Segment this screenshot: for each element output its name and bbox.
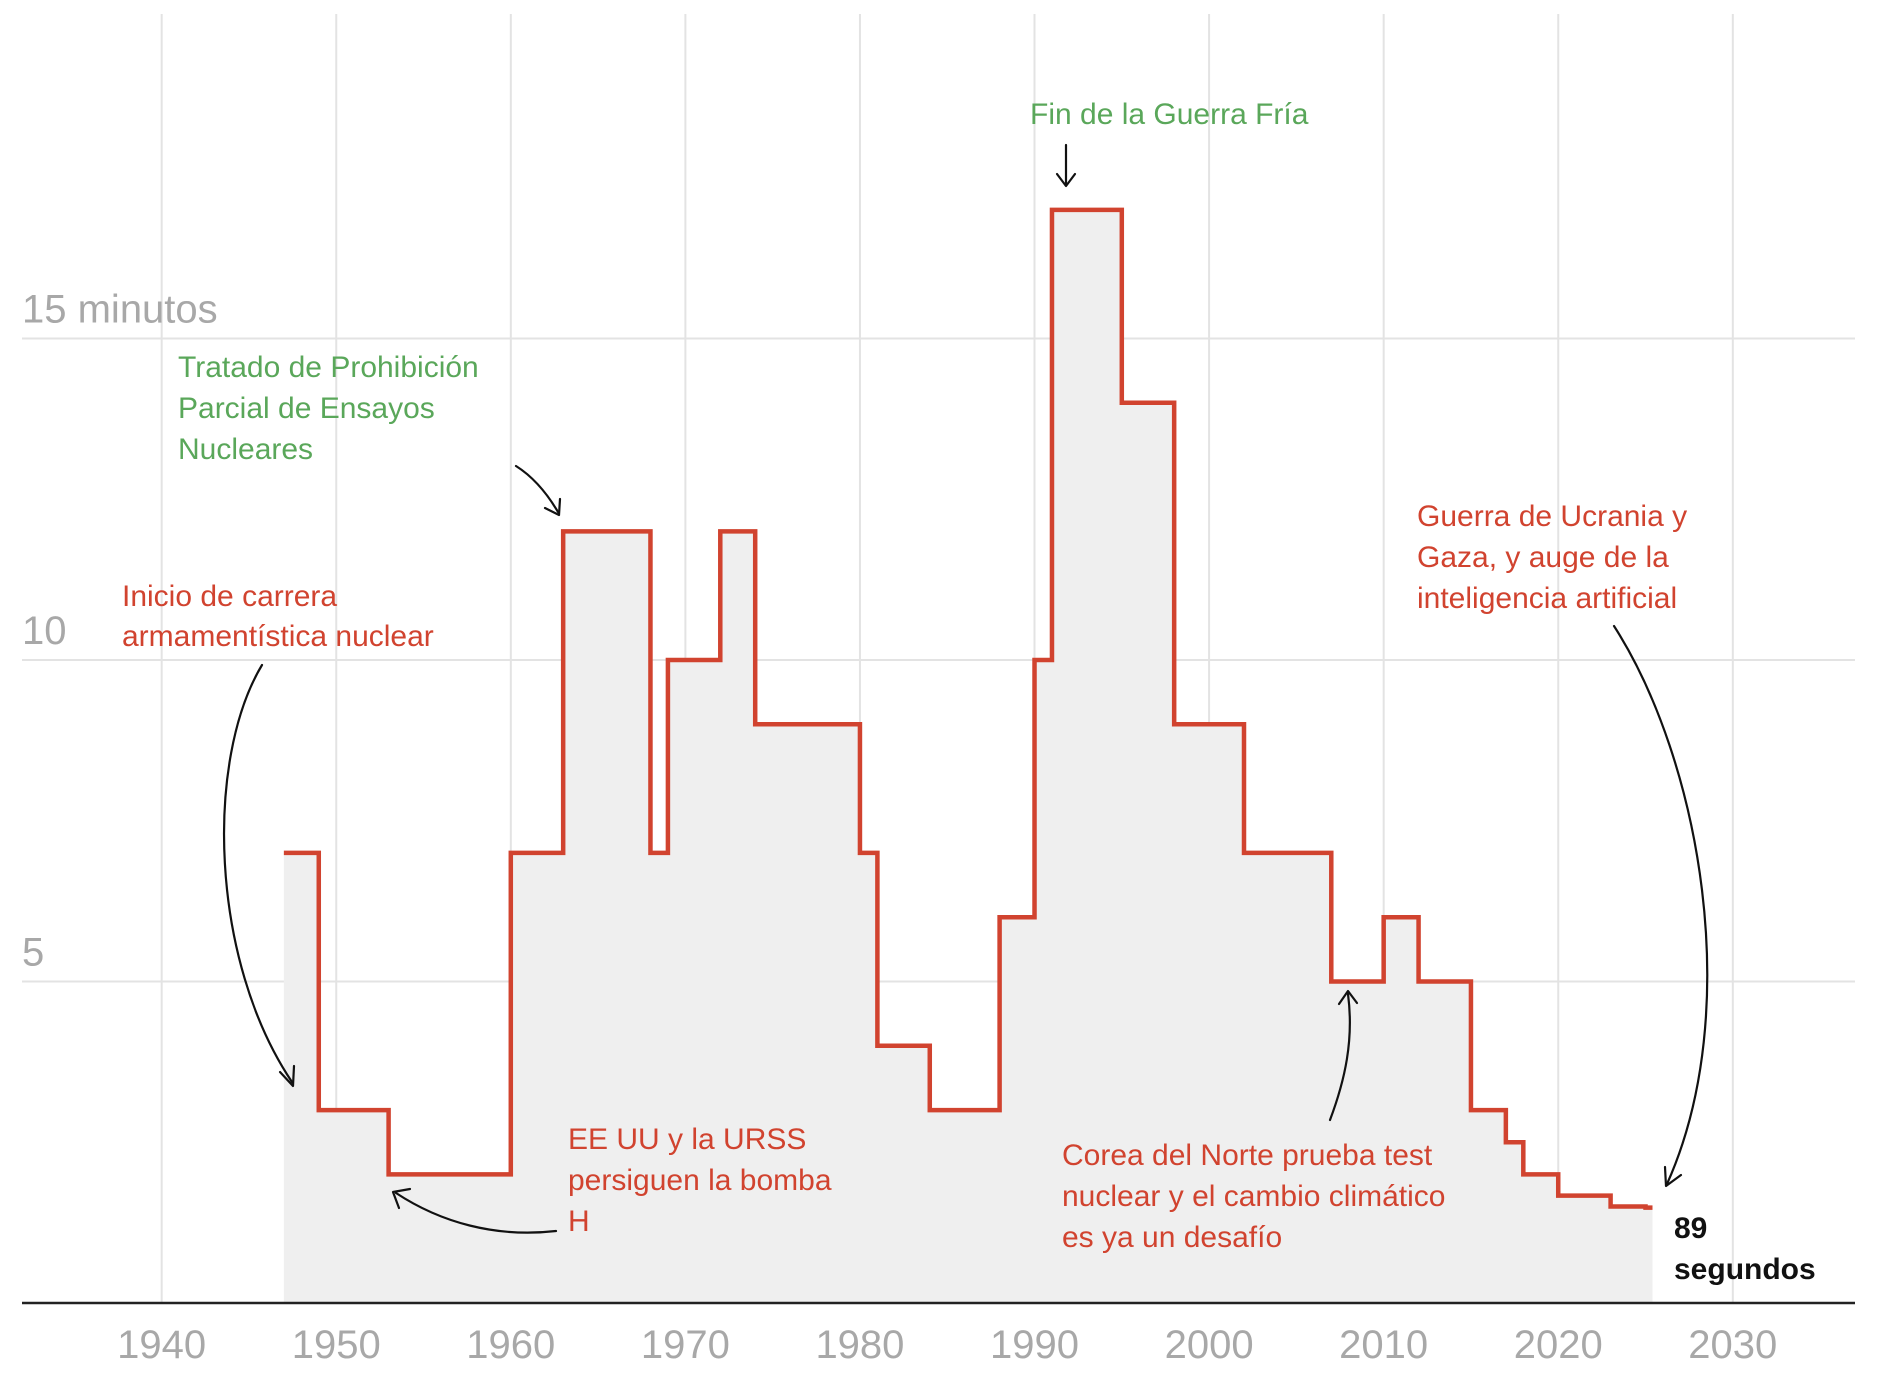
arrowhead-guerra-fria	[1055, 172, 1077, 188]
annotation-line: es ya un desafío	[1062, 1221, 1282, 1254]
area-fill	[283, 209, 1653, 1303]
annotation-line: EE UU y la URSS	[568, 1123, 806, 1156]
arrow-corea	[1328, 992, 1351, 1122]
annotation-ucrania: Guerra de Ucrania y Gaza, y auge de la i…	[1417, 500, 1695, 615]
annotation-line: armamentística nuclear	[122, 620, 434, 653]
annotation-line: nuclear y el cambio climático	[1062, 1180, 1445, 1213]
annotation-line: Tratado de Prohibición	[178, 351, 479, 384]
series-step-line	[283, 207, 1653, 1210]
y-tick-label: 15 minutos	[22, 288, 218, 332]
x-tick-label: 2000	[1165, 1323, 1254, 1367]
x-tick-label: 2020	[1514, 1323, 1603, 1367]
x-tick-label: 1970	[641, 1323, 730, 1367]
annotation-line: Fin de la Guerra Fría	[1030, 98, 1309, 131]
y-tick-label: 5	[22, 931, 44, 975]
final-value-number: 89	[1674, 1212, 1707, 1245]
arrow-ucrania	[1612, 624, 1709, 1186]
arrowhead-tratado	[543, 497, 562, 517]
x-tick-label: 2010	[1339, 1323, 1428, 1367]
arrowhead-bomba	[391, 1187, 412, 1210]
annotation-line: Gaza, y auge de la	[1417, 541, 1669, 574]
x-tick-label: 1940	[117, 1323, 206, 1367]
x-tick-label: 1950	[292, 1323, 381, 1367]
x-tick-label: 1960	[466, 1323, 555, 1367]
annotation-bomba: EE UU y la URSS persiguen la bomba H	[568, 1123, 840, 1238]
x-tick-label: 2030	[1688, 1323, 1777, 1367]
final-value-label: 89 segundos	[1674, 1212, 1816, 1286]
x-tick-labels: 1940 1950 1960 1970 1980 1990 2000 2010 2020 2030	[117, 1323, 1777, 1367]
final-value-unit: segundos	[1674, 1253, 1816, 1286]
y-tick-label: 10	[22, 609, 67, 653]
arrowhead-inicio	[278, 1064, 296, 1088]
annotation-line: Inicio de carrera	[122, 580, 337, 613]
x-tick-label: 1990	[990, 1323, 1079, 1367]
y-tick-labels: 5 10 15 minutos	[22, 288, 218, 975]
arrowhead-corea	[1337, 989, 1359, 1006]
x-tick-label: 1980	[815, 1323, 904, 1367]
arrow-bomba	[394, 1191, 558, 1234]
annotation-line: persiguen la bomba	[568, 1164, 832, 1197]
annotation-inicio: Inicio de carrera armamentística nuclear	[122, 580, 434, 653]
arrow-inicio	[223, 663, 294, 1084]
annotation-line: Guerra de Ucrania y	[1417, 500, 1687, 533]
annotation-line: Nucleares	[178, 433, 313, 466]
annotation-tratado: Tratado de Prohibición Parcial de Ensayo…	[178, 351, 487, 466]
arrow-tratado	[514, 464, 560, 514]
annotation-corea: Corea del Norte prueba test nuclear y el…	[1062, 1139, 1454, 1254]
annotation-guerra-fria: Fin de la Guerra Fría	[1030, 98, 1309, 131]
arrowhead-ucrania	[1663, 1165, 1683, 1188]
annotation-arrows	[223, 143, 1709, 1234]
annotation-line: H	[568, 1205, 590, 1238]
annotation-line: inteligencia artificial	[1417, 582, 1677, 615]
annotation-line: Parcial de Ensayos	[178, 392, 435, 425]
annotation-line: Corea del Norte prueba test	[1062, 1139, 1433, 1172]
